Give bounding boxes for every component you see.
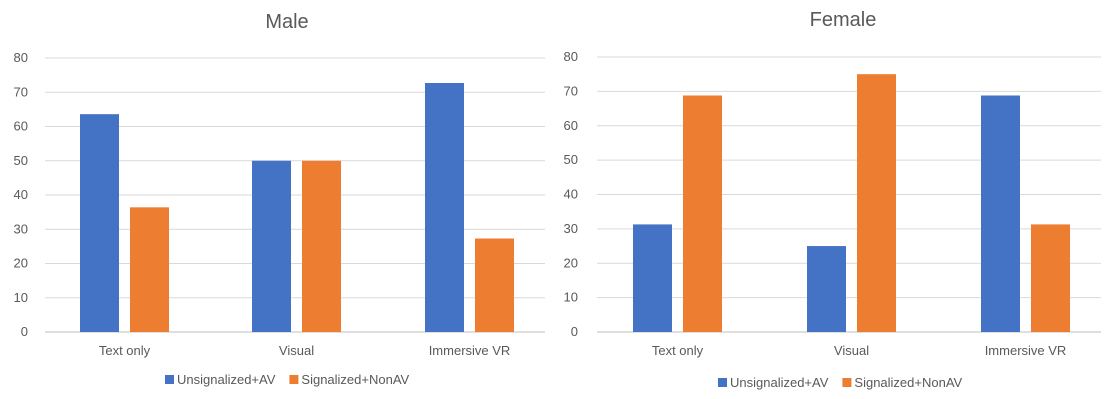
legend-swatch xyxy=(289,375,299,384)
y-tick-label: 0 xyxy=(571,324,578,339)
x-category-label: Immersive VR xyxy=(985,343,1067,358)
male-chart: Male 0 10 20 30 40 50 60 70 80 Text only Visual Imm… xyxy=(0,0,552,399)
bar-unsignalized-av xyxy=(252,160,291,332)
bar-unsignalized-av xyxy=(633,224,672,332)
x-category-label: Visual xyxy=(834,343,869,358)
y-tick-label: 60 xyxy=(564,118,578,133)
female-chart-svg: Female 0 10 20 30 40 50 60 70 80 Text only Visual I… xyxy=(564,9,1101,390)
legend-swatch xyxy=(165,375,174,384)
bar-signalized-nonav xyxy=(857,74,896,332)
chart-title: Male xyxy=(265,11,308,33)
bar-signalized-nonav xyxy=(302,160,341,332)
bar-signalized-nonav xyxy=(683,95,722,332)
legend-swatch xyxy=(842,378,852,387)
y-tick-label: 70 xyxy=(564,83,578,98)
x-category-label: Visual xyxy=(279,343,314,358)
legend-label: Unsignalized+AV xyxy=(177,372,276,387)
y-tick-label: 20 xyxy=(14,256,28,271)
chart-title: Female xyxy=(810,9,877,31)
bar-signalized-nonav xyxy=(475,238,514,332)
y-tick-label: 10 xyxy=(564,290,578,305)
male-chart-svg: Male 0 10 20 30 40 50 60 70 80 Text only Visual Imm… xyxy=(14,11,545,387)
bar-signalized-nonav xyxy=(1031,224,1070,332)
female-chart: Female 0 10 20 30 40 50 60 70 80 Text only Visual I… xyxy=(553,0,1105,399)
bar-signalized-nonav xyxy=(130,207,169,332)
y-tick-label: 60 xyxy=(14,119,28,134)
y-tick-label: 30 xyxy=(14,221,28,236)
bar-unsignalized-av xyxy=(80,114,119,332)
legend-swatch xyxy=(718,378,727,387)
y-tick-label: 20 xyxy=(564,255,578,270)
y-tick-label: 40 xyxy=(564,187,578,202)
bar-unsignalized-av xyxy=(981,95,1020,332)
y-tick-label: 70 xyxy=(14,84,28,99)
y-tick-label: 80 xyxy=(14,50,28,65)
y-tick-label: 80 xyxy=(564,49,578,64)
legend-label: Unsignalized+AV xyxy=(730,375,829,390)
x-category-label: Immersive VR xyxy=(429,343,511,358)
y-tick-label: 10 xyxy=(14,290,28,305)
legend-label: Signalized+NonAV xyxy=(301,372,409,387)
x-category-label: Text only xyxy=(652,343,704,358)
legend-label: Signalized+NonAV xyxy=(854,375,962,390)
x-category-label: Text only xyxy=(99,343,151,358)
bar-unsignalized-av xyxy=(807,246,846,332)
y-tick-label: 40 xyxy=(14,187,28,202)
y-tick-label: 50 xyxy=(14,153,28,168)
bar-unsignalized-av xyxy=(425,83,464,332)
y-tick-label: 50 xyxy=(564,152,578,167)
y-tick-label: 0 xyxy=(21,324,28,339)
y-tick-label: 30 xyxy=(564,221,578,236)
